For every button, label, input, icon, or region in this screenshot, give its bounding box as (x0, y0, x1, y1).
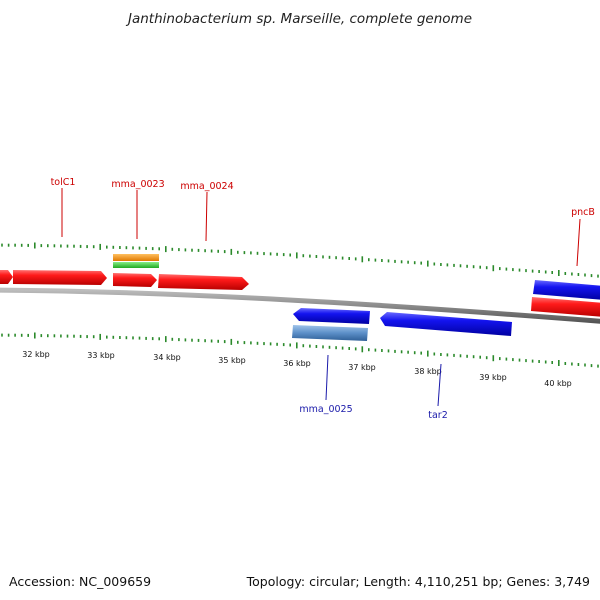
inner-tick-ring (1, 332, 599, 368)
pseudogene-bar[interactable] (292, 325, 368, 341)
gene-arrow-tolc1[interactable] (13, 270, 107, 285)
gene-label-mma-0024[interactable]: mma_0024 (180, 181, 233, 192)
scale-label-32kbp: 32 kbp (22, 350, 50, 359)
gene-arrow-right-edge[interactable] (533, 280, 600, 300)
scale-label-37kbp: 37 kbp (348, 363, 376, 372)
genome-summary-text: Topology: circular; Length: 4,110,251 bp… (246, 574, 590, 589)
rna-feature-green[interactable] (113, 262, 159, 268)
gene-arrow-left-edge[interactable] (0, 270, 13, 284)
gene-label-tar2[interactable]: tar2 (428, 410, 448, 421)
label-leader-tar2 (437, 363, 442, 407)
genome-backbone (0, 287, 600, 324)
gene-arrow-tar2[interactable] (380, 312, 512, 336)
gene-label-mma-0023[interactable]: mma_0023 (111, 179, 164, 190)
label-leader-pncb (576, 218, 581, 267)
gene-arrow-mma-0023[interactable] (113, 273, 157, 287)
map-title: Janthinobacterium sp. Marseille, complet… (125, 11, 472, 27)
scale-label-35kbp: 35 kbp (218, 356, 246, 365)
accession-text: Accession: NC_009659 (9, 574, 151, 589)
scale-label-38kbp: 38 kbp (414, 367, 442, 376)
label-leader-mma-0024 (205, 191, 208, 242)
rna-feature-orange[interactable] (113, 254, 159, 261)
label-leader-mma-0025 (325, 354, 329, 401)
gene-label-mma-0025[interactable]: mma_0025 (299, 404, 352, 415)
scale-label-39kbp: 39 kbp (479, 373, 507, 382)
gene-arrow-pncb[interactable] (531, 297, 600, 317)
scale-label-36kbp: 36 kbp (283, 359, 311, 368)
gene-arrow-mma-0025[interactable] (293, 308, 370, 324)
gene-arrow-mma-0024[interactable] (158, 274, 249, 290)
gene-label-tolc1[interactable]: tolC1 (51, 177, 76, 188)
scale-label-33kbp: 33 kbp (87, 351, 115, 360)
scale-label-40kbp: 40 kbp (544, 379, 572, 388)
outer-tick-ring (1, 242, 599, 278)
gene-label-pncb[interactable]: pncB (571, 207, 595, 218)
scale-label-34kbp: 34 kbp (153, 353, 181, 362)
